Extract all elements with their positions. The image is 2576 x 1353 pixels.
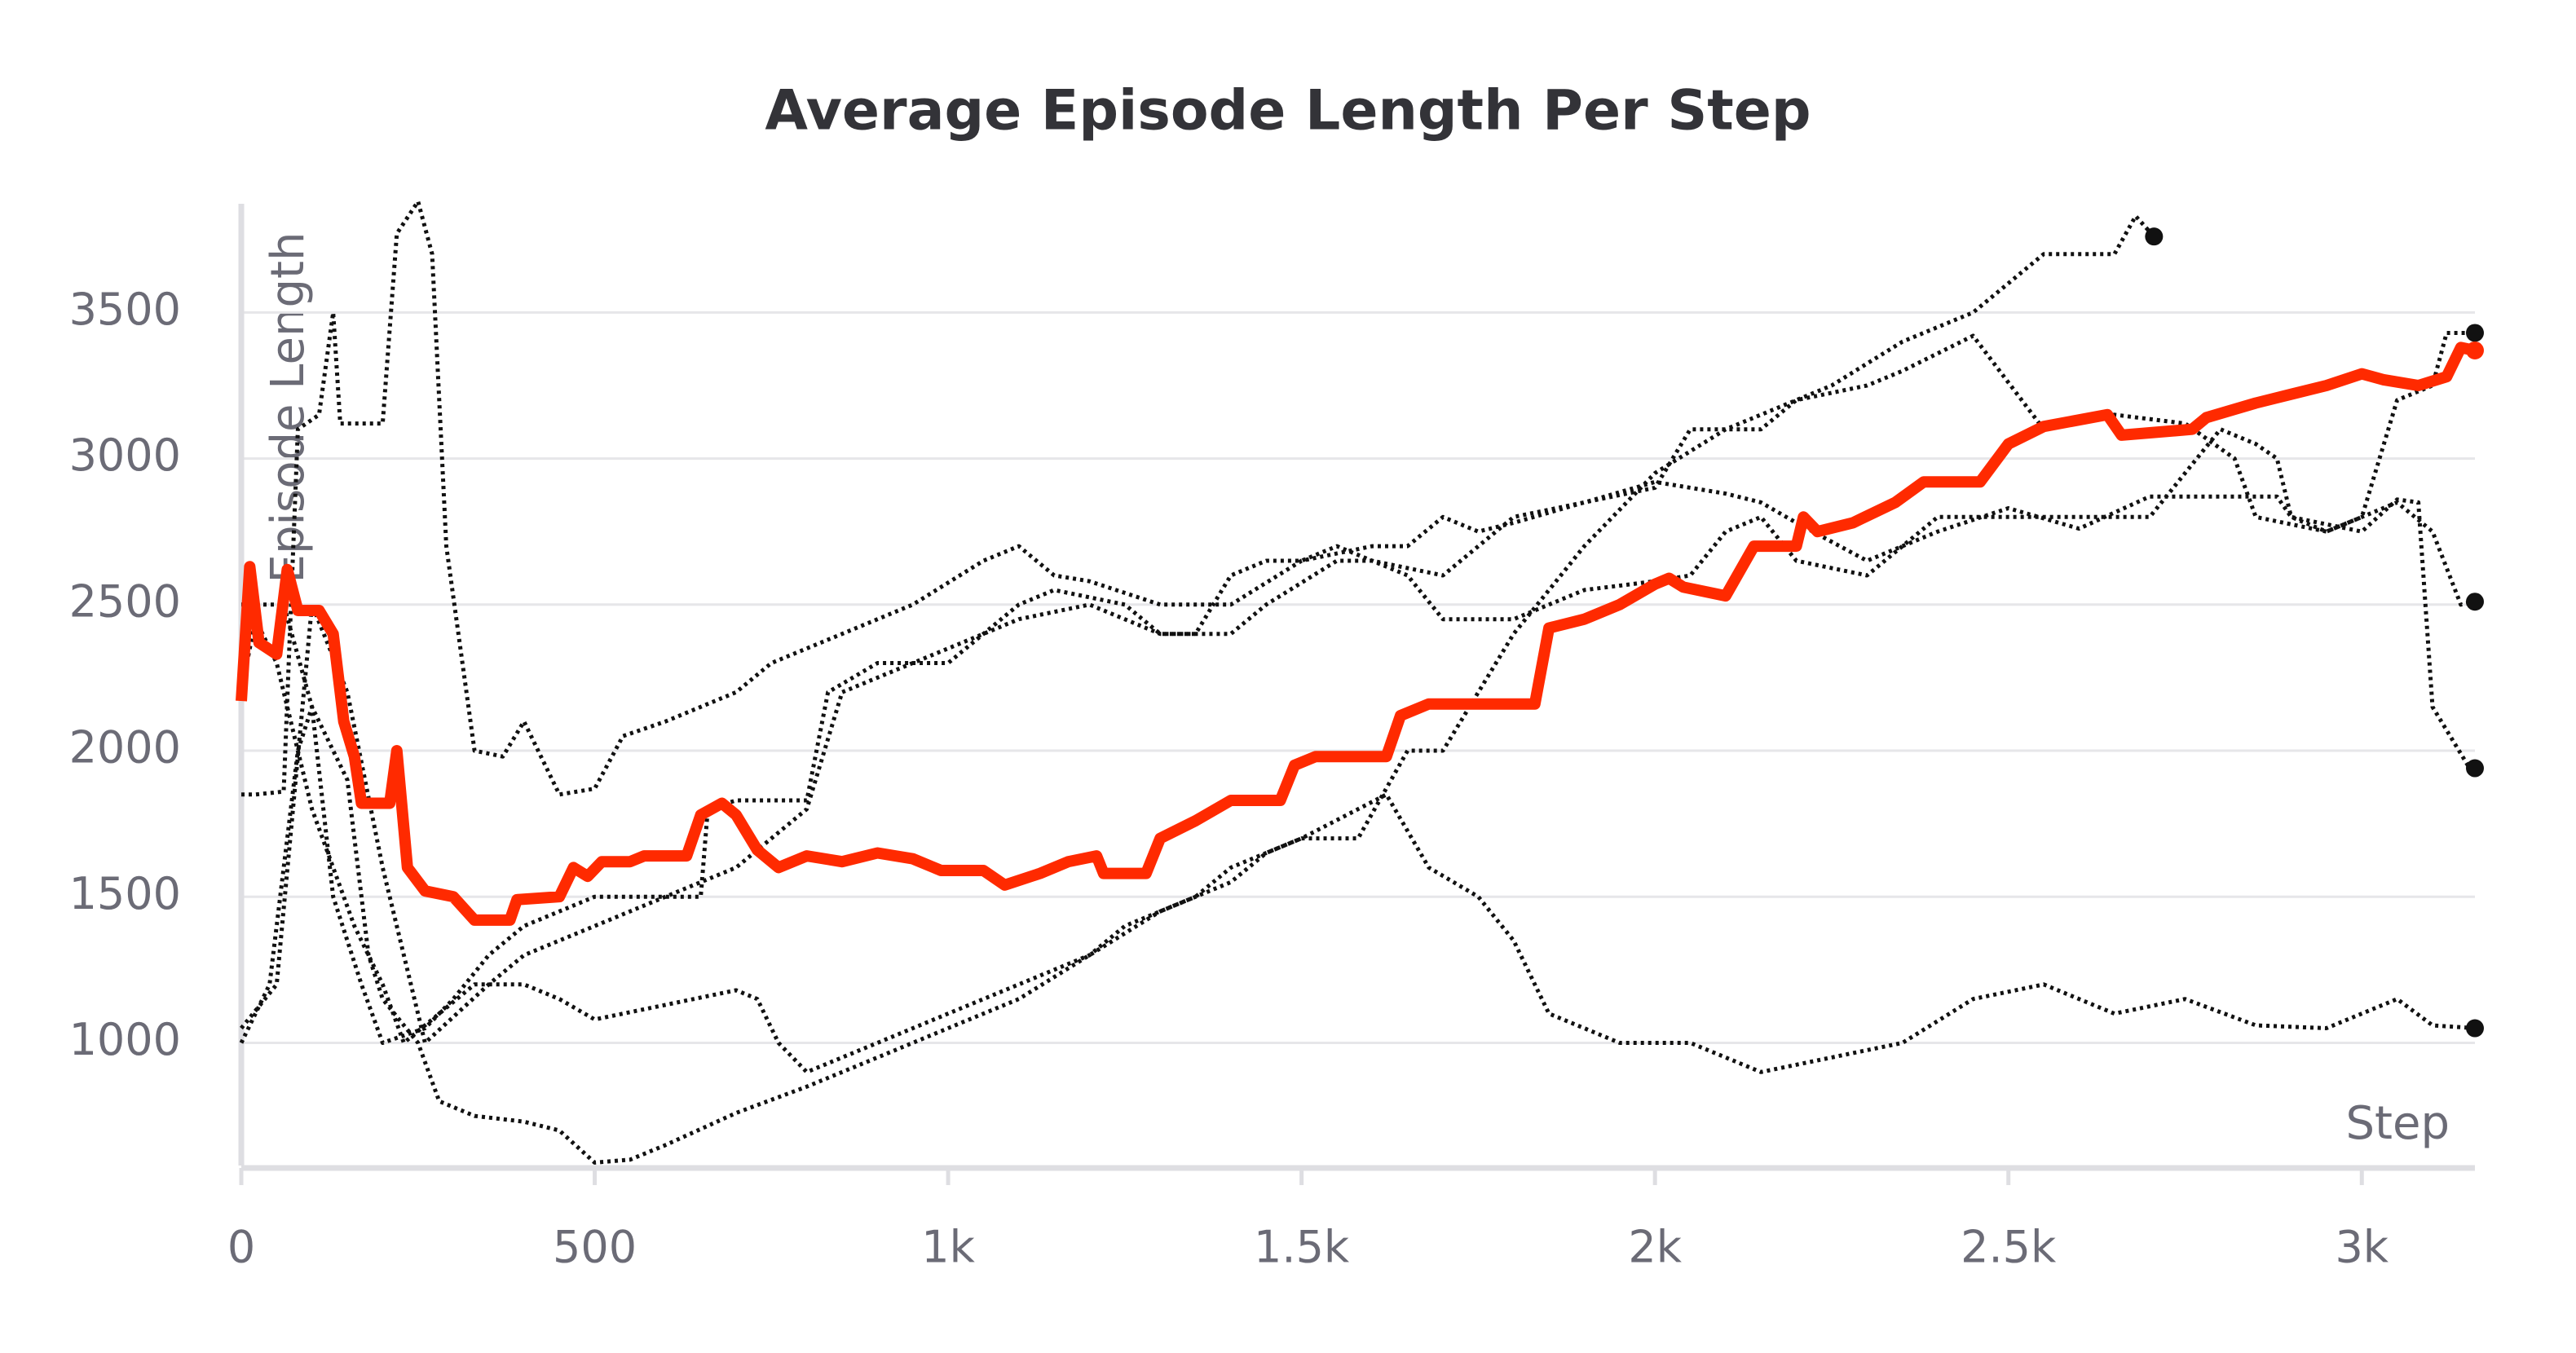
x-tick-label: 2k [1628, 1222, 1682, 1273]
series-line-dotted [239, 427, 2476, 1045]
x-axis-label: Step [2345, 1097, 2450, 1150]
series-line [236, 342, 2477, 926]
chart-title: Average Episode Length Per Step [765, 79, 1811, 143]
x-tick-label: 0 [227, 1222, 255, 1273]
y-tick-label: 3500 [69, 284, 181, 335]
series-line-dotted [241, 214, 2156, 1165]
series-line-dotted [240, 331, 2475, 1045]
series-end-dot [2466, 1019, 2484, 1038]
series-end-dot [2466, 324, 2484, 342]
series-end-dot [2145, 227, 2164, 246]
y-tick-label: 2500 [69, 575, 181, 627]
y-tick-label: 2000 [69, 722, 181, 773]
x-tick-label: 3k [2335, 1222, 2389, 1273]
y-tick-label: 1000 [69, 1014, 181, 1065]
x-tick-label: 500 [553, 1222, 637, 1273]
series-line-dotted [241, 199, 2476, 797]
series-end-dot [2466, 593, 2484, 611]
series-end-dot [2466, 341, 2484, 359]
series-line-dotted [239, 617, 2476, 1074]
x-tick-label: 1.5k [1254, 1222, 1350, 1273]
x-tick-label: 2.5k [1961, 1222, 2057, 1273]
y-axis-label: Episode Length [262, 232, 315, 584]
x-tick-label: 1k [921, 1222, 975, 1273]
y-tick-label: 1500 [69, 868, 181, 919]
y-tick-label: 3000 [69, 430, 181, 481]
series-end-dot [2466, 759, 2484, 778]
